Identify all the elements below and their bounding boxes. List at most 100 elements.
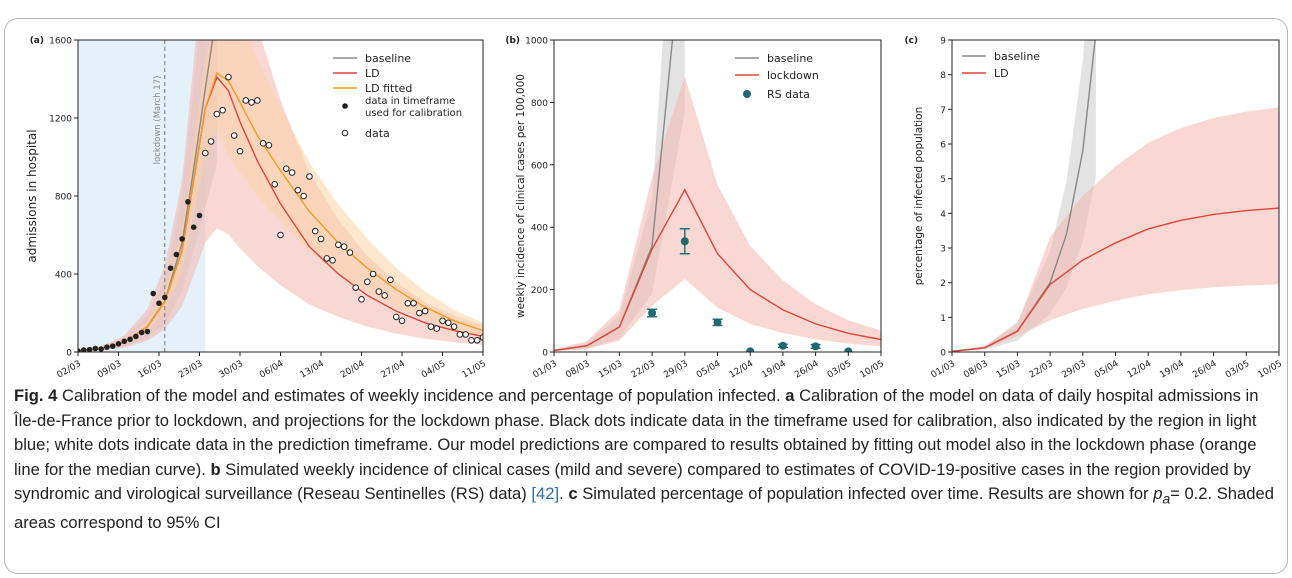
citation-link[interactable]: [42] bbox=[531, 484, 560, 503]
legend-label: RS data bbox=[767, 88, 810, 101]
x-tick-label: 20/04 bbox=[339, 359, 367, 380]
calibration-point bbox=[156, 300, 162, 307]
caption-text-c: Simulated percentage of population infec… bbox=[582, 484, 1149, 503]
calibration-point bbox=[133, 333, 139, 340]
data-point bbox=[248, 99, 255, 106]
x-tick-label: 27/04 bbox=[380, 359, 408, 380]
data-point bbox=[352, 284, 360, 291]
y-tick-label: 1200 bbox=[49, 115, 72, 125]
data-point bbox=[381, 292, 388, 299]
calibration-point bbox=[144, 328, 151, 335]
figure-label: Fig. 4 bbox=[14, 386, 58, 405]
x-tick-label: 11/05 bbox=[461, 359, 488, 380]
x-tick-label: 01/03 bbox=[930, 359, 957, 380]
caption-text-c-end: = 0.2. Shaded areas correspond to 95% CI bbox=[14, 484, 1274, 532]
x-tick-label: 04/05 bbox=[420, 359, 447, 380]
data-point bbox=[479, 334, 483, 341]
y-tick-label: 0 bbox=[940, 349, 946, 359]
rs-data-point bbox=[844, 347, 853, 352]
data-point bbox=[294, 186, 302, 194]
data-point bbox=[358, 296, 365, 303]
series-line-ld-fitted bbox=[78, 72, 483, 352]
calibration-point bbox=[80, 347, 87, 352]
legend-label: baseline bbox=[365, 52, 411, 65]
series-line-ld bbox=[952, 207, 1279, 352]
data-point bbox=[416, 309, 423, 317]
caption-label-b: b bbox=[210, 459, 221, 479]
calibration-point bbox=[115, 341, 122, 347]
calibration-point bbox=[138, 329, 145, 336]
plot-area bbox=[554, 40, 881, 352]
x-tick-label: 08/03 bbox=[564, 359, 591, 380]
x-tick-label: 26/04 bbox=[793, 359, 821, 380]
calibration-point bbox=[121, 338, 128, 345]
calibration-point bbox=[127, 336, 133, 343]
legend: baseline lockdown RS data bbox=[735, 52, 819, 101]
y-tick-label: 2 bbox=[940, 279, 946, 289]
panel-b: 0 200 400 600 800 1000 01/03 08/03 15/03 22/03 29/… bbox=[505, 36, 886, 380]
legend-swatch bbox=[743, 90, 751, 98]
rs-data-point bbox=[648, 309, 657, 317]
x-tick-label: 09/03 bbox=[96, 359, 123, 380]
y-tick-label: 400 bbox=[55, 271, 72, 281]
data-point bbox=[300, 192, 307, 200]
legend-label: LD bbox=[994, 67, 1009, 80]
x-tick-label: 19/04 bbox=[1158, 359, 1186, 380]
data-point bbox=[369, 270, 377, 278]
x-tick-label: 26/04 bbox=[1191, 359, 1219, 380]
x-tick-label: 23/03 bbox=[177, 359, 204, 380]
data-point bbox=[439, 317, 446, 325]
x-tick-label: 22/03 bbox=[1028, 359, 1055, 380]
legend-label: baseline bbox=[767, 52, 813, 65]
y-tick-label: 800 bbox=[531, 99, 548, 109]
data-point bbox=[219, 106, 226, 114]
data-point bbox=[213, 110, 221, 118]
data-point bbox=[462, 331, 469, 338]
x-tick-label: 05/04 bbox=[695, 359, 723, 380]
caption-text-b: Simulated weekly incidence of clinical c… bbox=[14, 459, 1251, 504]
x-tick-label: 13/04 bbox=[299, 359, 327, 380]
y-tick-label: 7 bbox=[940, 106, 946, 116]
x-tick-label: 08/03 bbox=[962, 359, 989, 380]
x-tick-label: 30/03 bbox=[218, 359, 245, 380]
x-tick-label: 22/03 bbox=[630, 359, 657, 380]
series-line-lockdown bbox=[554, 188, 881, 352]
legend-label: lockdown bbox=[767, 69, 819, 82]
rs-data-point bbox=[713, 318, 722, 327]
calibration-point bbox=[104, 344, 110, 350]
x-tick-label: 12/04 bbox=[728, 359, 756, 380]
data-point bbox=[329, 257, 336, 264]
data-point bbox=[363, 278, 371, 286]
calibration-point bbox=[161, 294, 168, 301]
caption-label-a: a bbox=[785, 386, 795, 405]
calibration-point bbox=[150, 290, 157, 297]
y-tick-label: 1000 bbox=[525, 37, 548, 47]
x-tick-label: 10/05 bbox=[859, 359, 886, 380]
data-point bbox=[340, 243, 348, 250]
y-tick-label: 800 bbox=[55, 193, 72, 203]
rs-data-point bbox=[746, 347, 755, 352]
x-tick-label: 10/05 bbox=[1257, 359, 1284, 380]
data-point bbox=[392, 313, 400, 321]
data-point bbox=[254, 97, 261, 104]
legend-label: LD fitted bbox=[365, 82, 412, 95]
y-tick-label: 0 bbox=[66, 349, 72, 359]
calibration-point bbox=[86, 346, 93, 352]
x-tick-label: 19/04 bbox=[760, 359, 788, 380]
data-point bbox=[282, 165, 290, 172]
caption-text-b-end: . bbox=[559, 484, 564, 503]
x-tick-label: 15/03 bbox=[597, 359, 624, 380]
data-point bbox=[201, 149, 209, 157]
figure-caption: Fig. 4 Calibration of the model and esti… bbox=[14, 384, 1276, 535]
data-point bbox=[421, 307, 429, 315]
rs-data-point bbox=[778, 341, 787, 350]
data-point bbox=[433, 325, 441, 332]
y-axis-label: weekly incidence of clinical cases per 1… bbox=[515, 74, 527, 318]
x-tick-label: 29/03 bbox=[1060, 359, 1087, 380]
data-point bbox=[387, 276, 394, 284]
panel-c: 0 1 2 3 4 5 6 7 8 9 01/03 08/03 15/03 22/03 29/03 05/04… bbox=[904, 36, 1284, 380]
x-tick-label: 29/03 bbox=[662, 359, 689, 380]
data-point bbox=[306, 173, 313, 180]
calibration-point bbox=[78, 348, 81, 352]
